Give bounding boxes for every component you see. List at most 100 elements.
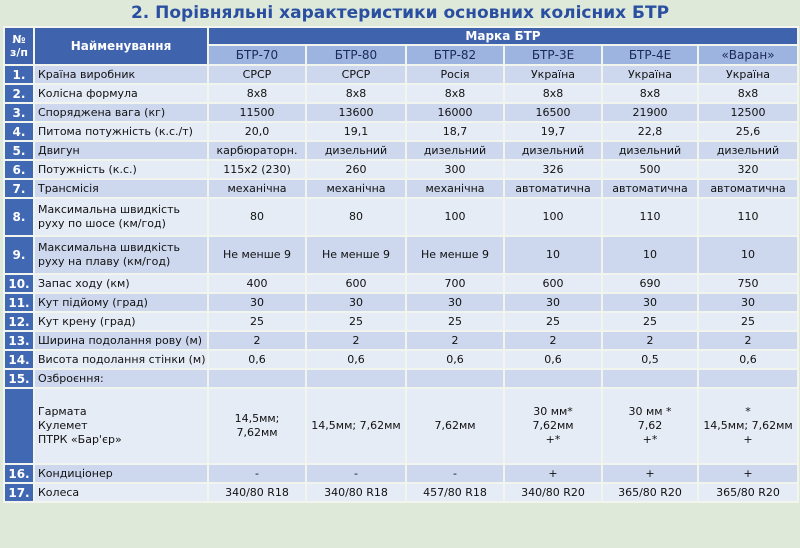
header-model: БТР-4Е (601, 44, 699, 66)
row-value: 2 (601, 330, 699, 351)
row-number: 13. (3, 330, 35, 351)
header-model: «Варан» (696, 44, 800, 66)
header-name: Найменування (33, 26, 209, 66)
row-value: 600 (305, 273, 407, 294)
row-number: 5. (3, 140, 35, 161)
row-value: 30 (601, 292, 699, 313)
row-value: 80 (207, 197, 307, 237)
row-value: дизельний (405, 140, 505, 161)
row-value: 2 (696, 330, 800, 351)
row-value: 25 (305, 311, 407, 332)
table-row: 8. Максимальна швидкість руху по шосе (км… (3, 197, 800, 237)
row-number (3, 387, 35, 465)
row-number: 16. (3, 463, 35, 484)
row-number: 4. (3, 121, 35, 142)
row-name: Максимальна швидкість руху по шосе (км/г… (33, 197, 209, 237)
row-value: 400 (207, 273, 307, 294)
row-value: 110 (696, 197, 800, 237)
row-value: - (305, 463, 407, 484)
table-row: 5. Двигун карбюраторн. дизельний дизельний ди… (3, 140, 800, 161)
row-value: механічна (207, 178, 307, 199)
row-value: 2 (207, 330, 307, 351)
row-value: 365/80 R20 (601, 482, 699, 503)
row-number: 9. (3, 235, 35, 275)
row-value: карбюраторн. (207, 140, 307, 161)
row-value: Росія (405, 64, 505, 85)
row-value: 500 (601, 159, 699, 180)
row-value: 0,6 (696, 349, 800, 370)
row-value: 8х8 (696, 83, 800, 104)
row-value: 340/80 R18 (207, 482, 307, 503)
row-value: 100 (503, 197, 603, 237)
row-value: дизельний (696, 140, 800, 161)
row-value: 14,5мм; 7,62мм (207, 387, 307, 465)
row-value: 457/80 R18 (405, 482, 505, 503)
row-value: 8х8 (207, 83, 307, 104)
row-value: 326 (503, 159, 603, 180)
row-value (503, 368, 603, 389)
header-num: № з/п (3, 26, 35, 66)
row-number: 2. (3, 83, 35, 104)
row-value: 18,7 (405, 121, 505, 142)
row-value: 22,8 (601, 121, 699, 142)
row-value: 115х2 (230) (207, 159, 307, 180)
row-value: 0,6 (405, 349, 505, 370)
row-value: 30 мм* 7,62мм +* (503, 387, 603, 465)
row-name: Озброєння: (33, 368, 209, 389)
row-name: Гармата Кулемет ПТРК «Бар'єр» (33, 387, 209, 465)
table-row: 6. Потужність (к.с.) 115х2 (230) 260 300 326 5… (3, 159, 800, 180)
table-row: 16. Кондиціонер - - - + + + (3, 463, 800, 484)
row-value: СРСР (207, 64, 307, 85)
row-value: 2 (305, 330, 407, 351)
table-row: 4. Питома потужність (к.с./т) 20,0 19,1 18,7… (3, 121, 800, 142)
row-value: - (405, 463, 505, 484)
row-value: 10 (503, 235, 603, 275)
row-name: Питома потужність (к.с./т) (33, 121, 209, 142)
row-value: - (207, 463, 307, 484)
row-value: 25 (503, 311, 603, 332)
row-value: 8х8 (503, 83, 603, 104)
row-value: 2 (503, 330, 603, 351)
page-title: 2. Порівняльні характеристики основних к… (130, 3, 670, 23)
row-value: 10 (601, 235, 699, 275)
row-value: 25 (405, 311, 505, 332)
row-value: 340/80 R20 (503, 482, 603, 503)
row-name: Потужність (к.с.) (33, 159, 209, 180)
table-row: 11. Кут підйому (град) 30 30 30 30 30 30 (3, 292, 800, 313)
row-number: 8. (3, 197, 35, 237)
row-value: + (696, 463, 800, 484)
row-number: 15. (3, 368, 35, 389)
row-value: дизельний (503, 140, 603, 161)
table-row: 10. Запас ходу (км) 400 600 700 600 690 750 (3, 273, 800, 294)
row-value: 30 (305, 292, 407, 313)
row-value: 0,6 (503, 349, 603, 370)
row-value: 14,5мм; 7,62мм (305, 387, 407, 465)
row-value: 8х8 (601, 83, 699, 104)
row-value: 110 (601, 197, 699, 237)
row-name: Країна виробник (33, 64, 209, 85)
row-value (305, 368, 407, 389)
row-value: 19,7 (503, 121, 603, 142)
table-row: 13. Ширина подолання рову (м) 2 2 2 2 2 2 (3, 330, 800, 351)
comparison-table: № з/п Найменування Марка БТР БТР-70 БТР-8… (3, 26, 800, 503)
row-number: 1. (3, 64, 35, 85)
row-value: + (601, 463, 699, 484)
table-row: 12. Кут крену (град) 25 25 25 25 25 25 (3, 311, 800, 332)
row-number: 12. (3, 311, 35, 332)
row-value: 600 (503, 273, 603, 294)
row-value: Не менше 9 (405, 235, 505, 275)
row-value: 30 (405, 292, 505, 313)
row-name: Висота подолання стінки (м) (33, 349, 209, 370)
row-value: 30 (696, 292, 800, 313)
row-value: 20,0 (207, 121, 307, 142)
table-row: Гармата Кулемет ПТРК «Бар'єр» 14,5мм; 7,6… (3, 387, 800, 465)
row-value: 13600 (305, 102, 407, 123)
table-row: 7. Трансмісія механічна механічна механічна а… (3, 178, 800, 199)
table-row: 3. Споряджена вага (кг) 11500 13600 16000 165… (3, 102, 800, 123)
row-value: автоматична (696, 178, 800, 199)
row-value: механічна (305, 178, 407, 199)
header-model: БТР-82 (405, 44, 505, 66)
row-value: Україна (601, 64, 699, 85)
row-value: дизельний (305, 140, 407, 161)
row-value (601, 368, 699, 389)
